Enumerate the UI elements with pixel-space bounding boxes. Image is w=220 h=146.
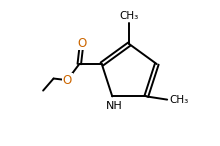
Text: CH₃: CH₃: [170, 95, 189, 105]
Text: O: O: [77, 37, 86, 50]
Text: O: O: [63, 74, 72, 87]
Text: CH₃: CH₃: [120, 11, 139, 21]
Text: NH: NH: [106, 101, 122, 111]
